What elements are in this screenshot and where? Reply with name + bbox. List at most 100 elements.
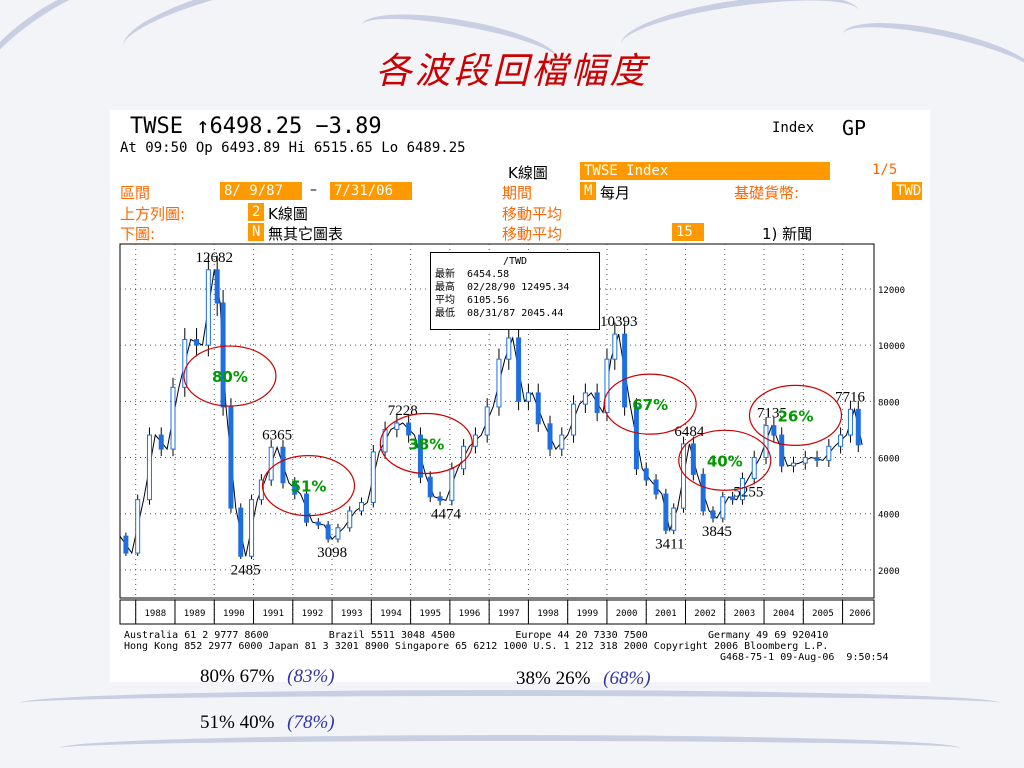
period-code[interactable]: M	[580, 182, 596, 200]
y-tick-label: 12000	[878, 286, 905, 296]
candle-body	[394, 422, 400, 430]
candle-body	[802, 457, 808, 464]
candle-body	[268, 446, 274, 481]
candle-body	[594, 392, 600, 414]
candle-body	[633, 406, 639, 470]
candle-body	[496, 358, 502, 408]
summary-values: 80% 67%	[200, 666, 275, 687]
ma-box-2[interactable]: 15	[672, 223, 704, 241]
candle-body	[228, 406, 234, 509]
data-label: 7135	[757, 406, 787, 422]
y-tick-label: 2000	[878, 567, 900, 577]
currency-value[interactable]: TWD	[892, 182, 922, 200]
candle-body	[790, 462, 796, 467]
candle-body	[214, 269, 220, 304]
candle-body	[516, 337, 522, 402]
index-label: Index	[772, 120, 815, 136]
ticker-line: TWSE ↑6498.25 −3.89	[130, 114, 382, 139]
candle-body	[280, 446, 286, 484]
bloomberg-chart-panel: TWSE ↑6498.25 −3.89 Index GP At 09:50 Op…	[110, 110, 930, 682]
candle-body	[653, 479, 659, 495]
candle-body	[194, 339, 200, 346]
candle-body	[359, 501, 365, 512]
data-label: 7716	[835, 389, 866, 405]
stats-label: 最低	[435, 308, 455, 319]
stats-row: 最高 02/28/90 12495.34	[435, 281, 595, 294]
candle-body	[525, 392, 531, 402]
upper-value: K線圖	[268, 205, 308, 223]
x-tick-label: 1998	[537, 609, 559, 619]
period-label: 期間	[502, 184, 533, 202]
candle-body	[779, 434, 785, 467]
candle-body	[146, 434, 152, 501]
background-stroke	[60, 735, 960, 761]
y-tick-label: 8000	[878, 398, 900, 408]
candle-body	[690, 443, 696, 475]
x-tick-label: 1988	[145, 609, 167, 619]
candle-body	[547, 423, 553, 450]
candle-body	[170, 386, 176, 450]
stats-value: 02/28/90 12495.34	[467, 282, 570, 293]
lower-code[interactable]: N	[248, 223, 264, 241]
ma-label-2: 移動平均	[502, 225, 563, 243]
candle-body	[814, 457, 820, 461]
stats-value: 08/31/87 2045.44	[467, 308, 564, 319]
candle-body	[461, 445, 467, 470]
lower-value: 無其它圖表	[268, 225, 344, 243]
summary-row-1-left: 80% 67% (83%)	[200, 666, 335, 688]
upper-code[interactable]: 2	[248, 203, 264, 221]
retracement-label: 67%	[632, 396, 668, 414]
y-tick-label: 10000	[878, 342, 905, 352]
page-indicator: 1/5	[872, 162, 898, 178]
candle-body	[730, 496, 736, 501]
x-tick-label: 1999	[576, 609, 598, 619]
candle-body	[238, 507, 244, 557]
y-tick-label: 4000	[878, 511, 900, 521]
candle-body	[182, 339, 188, 388]
ma-label-1: 移動平均	[502, 205, 563, 223]
index-name-box[interactable]: TWSE Index	[580, 162, 830, 180]
stats-row: 最低 08/31/87 2045.44	[435, 307, 595, 320]
stats-value: 6454.58	[467, 269, 510, 280]
candle-body	[571, 403, 577, 436]
summary-average: (78%)	[287, 712, 335, 733]
summary-values: 38% 26%	[516, 668, 591, 689]
candle-body	[604, 358, 610, 414]
candle-body	[304, 493, 310, 523]
data-label: 12682	[196, 250, 234, 266]
summary-average: (68%)	[603, 668, 651, 689]
x-tick-label: 1993	[341, 609, 363, 619]
candle-body	[220, 302, 226, 408]
retracement-circle	[603, 373, 697, 435]
stats-row: 最新 6454.58	[435, 268, 595, 281]
summary-row-1-right: 38% 26% (68%)	[516, 668, 651, 690]
retracement-circle	[748, 384, 843, 446]
candle-body	[763, 425, 769, 459]
x-tick-label: 1991	[262, 609, 284, 619]
candle-body	[855, 408, 861, 446]
candle-body	[427, 476, 433, 498]
candle-body	[347, 510, 353, 529]
data-label: 6365	[262, 427, 292, 443]
stats-currency: /TWD	[502, 256, 528, 267]
retracement-label: 51%	[291, 478, 327, 496]
stats-value: 6105.56	[467, 295, 510, 306]
x-tick-label: 1989	[184, 609, 206, 619]
candle-body	[292, 482, 298, 495]
candle-body	[671, 507, 677, 531]
footer-line: Hong Kong 852 2977 6000 Japan 81 3 3201 …	[124, 641, 829, 652]
gp-label: GP	[842, 116, 867, 140]
news-link[interactable]: 1) 新聞	[762, 225, 813, 243]
range-from[interactable]: 8/ 9/87	[220, 182, 302, 200]
summary-values: 51% 40%	[200, 712, 275, 733]
x-tick-label: 1996	[459, 609, 481, 619]
retracement-label: 26%	[778, 407, 814, 425]
terminal-footer: Australia 61 2 9777 8600 Brazil 5511 304…	[124, 630, 889, 663]
y-tick-label: 6000	[878, 455, 900, 465]
candle-body	[325, 524, 331, 540]
range-to[interactable]: 7/31/06	[330, 182, 412, 200]
candle-body	[158, 434, 164, 450]
candle-body	[838, 434, 844, 447]
x-tick-label: 2000	[616, 609, 638, 619]
upper-label: 上方列圖:	[120, 205, 186, 223]
